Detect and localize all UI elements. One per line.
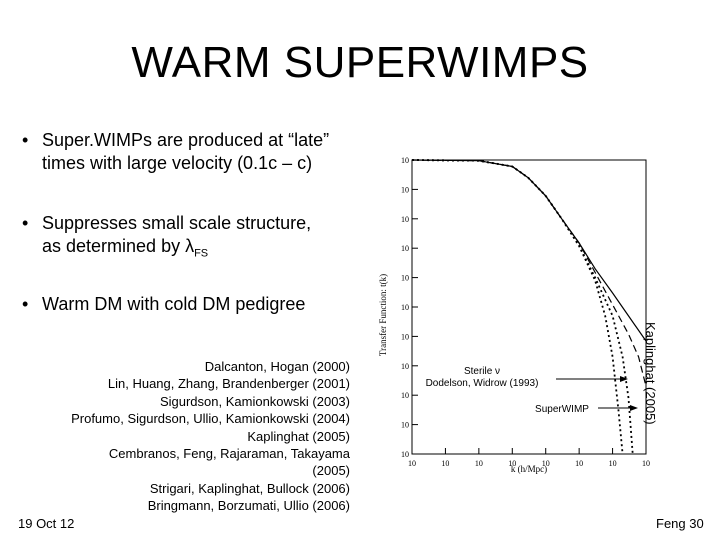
y-tick-label-2: 10 (401, 215, 409, 224)
chart-xlabel: k (h/Mpc) (511, 464, 547, 474)
y-tick-label-6: 10 (401, 332, 409, 341)
reference-item: Cembranos, Feng, Rajaraman, Takayama (108, 446, 350, 462)
x-tick-label-0: 10 (408, 459, 416, 468)
series-curves (411, 159, 647, 455)
footer-page-number: Feng 30 (656, 516, 704, 531)
bullet-dot: • (22, 294, 29, 314)
y-tick-label-4: 10 (401, 274, 409, 283)
x-tick-label-4: 10 (542, 459, 550, 468)
bullet-3-line-1: Warm DM with cold DM pedigree (42, 294, 306, 314)
references-list: Dalcanton, Hogan (2000) Lin, Huang, Zhan… (30, 358, 350, 515)
y-tick-label-8: 10 (401, 391, 409, 400)
series-line-1 (411, 159, 647, 387)
reference-item: Dalcanton, Hogan (2000) (204, 359, 350, 374)
bullet-2-line-2: as determined by λFS (42, 235, 208, 266)
lambda-subscript: FS (194, 247, 209, 260)
y-tick-label-1: 10 (401, 185, 409, 194)
bullet-2-line-2-text: as determined by (42, 236, 186, 256)
reference-item: Kaplinghat (2005) (247, 428, 350, 444)
y-tick-label-9: 10 (401, 421, 409, 430)
bullet-1-line-1: Super.WIMPs are produced at “late” (42, 130, 330, 150)
x-tick-label-2: 10 (475, 459, 483, 468)
y-tick-label-3: 10 (401, 244, 409, 253)
x-tick-label-3: 10 (508, 459, 516, 468)
reference-item: Strigari, Kaplinghat, Bullock (2006) (149, 480, 350, 496)
plot-credit: Kaplinghat (2005) (643, 322, 658, 425)
superwimp-label: SuperWIMP (535, 404, 589, 415)
series-line-3 (411, 159, 634, 455)
bullet-dot: • (22, 130, 29, 150)
sterile-nu-label: Sterile ν (464, 366, 500, 377)
y-tick-label-0: 10 (401, 156, 409, 165)
sterile-nu-arrowhead (620, 376, 628, 382)
bullet-dot: • (22, 213, 29, 233)
series-line-2 (411, 159, 624, 455)
reference-item: Bringmann, Borzumati, Ullio (2006) (147, 498, 350, 514)
bullet-1-line-2: times with large velocity (0.1c – c) (42, 153, 313, 173)
plot-frame (411, 159, 647, 455)
slide-title: WARM SUPERWIMPS (131, 38, 589, 87)
sterile-nu-reference: Dodelson, Widrow (1993) (426, 378, 539, 389)
x-tick-label-1: 10 (441, 459, 449, 468)
y-tick-label-10: 10 (401, 450, 409, 459)
bullet-2-line-1: Suppresses small scale structure, (42, 213, 312, 233)
footer-date: 19 Oct 12 (18, 516, 75, 531)
superwimp-arrowhead (630, 405, 638, 411)
reference-item: (2005) (312, 463, 350, 479)
x-tick-label-5: 10 (575, 459, 583, 468)
x-tick-label-6: 10 (609, 459, 617, 468)
y-tick-label-7: 10 (401, 362, 409, 371)
reference-item: Sigurdson, Kamionkowski (2003) (159, 393, 350, 409)
y-tick-label-5: 10 (401, 303, 409, 312)
x-tick-label-7: 10 (642, 459, 650, 468)
reference-item: Profumo, Sigurdson, Ullio, Kamionkowski … (71, 411, 350, 427)
annotation-group: Sterile ν Dodelson, Widrow (1993) SuperW… (426, 366, 638, 415)
transfer-function-chart: Transfer Function: t(k) k (h/Mpc) 10 10 10… (378, 156, 650, 474)
reference-item: Lin, Huang, Zhang, Brandenberger (2001) (107, 376, 350, 392)
chart-ylabel: Transfer Function: t(k) (378, 274, 388, 356)
lambda-symbol: λ (185, 236, 195, 256)
